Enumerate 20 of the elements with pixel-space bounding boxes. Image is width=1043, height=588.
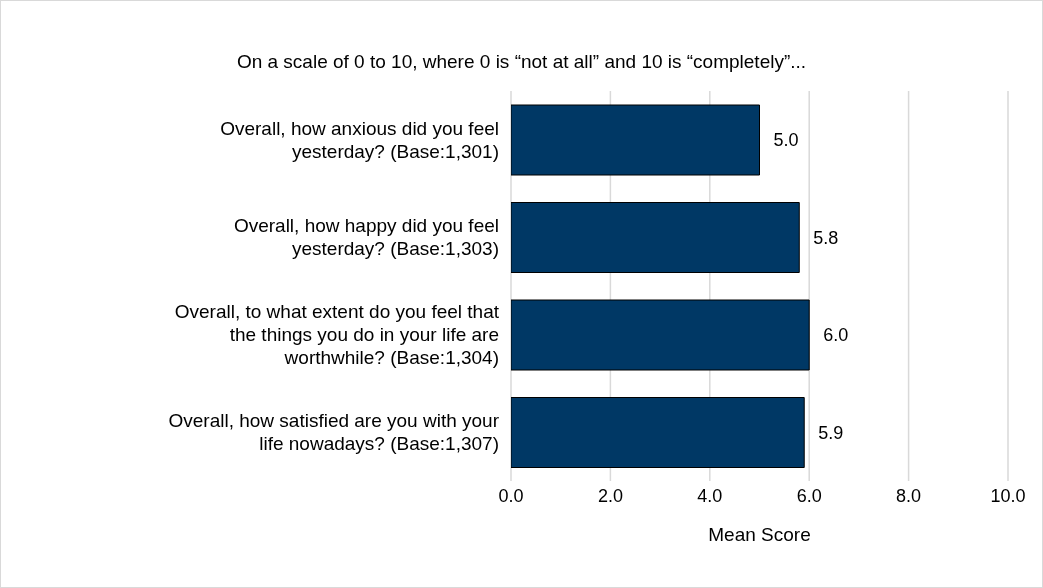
x-tick-label: 8.0	[896, 485, 922, 506]
y-tick-label: Overall, to what extent do you feel that the things you do in your life are worthwhile? (Base:1,304)	[174, 301, 500, 369]
chart-title: On a scale of 0 to 10, where 0 is “not at all” and 10 is “completely”...	[235, 51, 808, 74]
y-tick-label: Overall, how satisfied are you with your life nowadays? (Base:1,307)	[168, 410, 500, 455]
data-label: 5.9	[818, 422, 844, 443]
bar	[511, 104, 760, 176]
bar	[511, 397, 805, 468]
x-tick-label: 4.0	[697, 485, 723, 506]
y-tick-label: Overall, how anxious did you feel yesterday? (Base:1,301)	[220, 117, 499, 162]
x-axis-title: Mean Score	[708, 524, 811, 545]
data-label: 6.0	[823, 325, 849, 346]
data-label: 5.8	[813, 227, 839, 248]
bar	[511, 202, 800, 273]
x-tick-label: 10.0	[990, 485, 1026, 506]
x-tick-label: 2.0	[597, 485, 623, 506]
y-tick-label: Overall, how happy did you feel yesterday? (Base:1,303)	[233, 215, 499, 260]
x-tick-label: 0.0	[498, 485, 524, 506]
x-tick-label: 6.0	[796, 485, 822, 506]
data-label: 5.0	[773, 130, 799, 151]
bar	[511, 299, 810, 371]
